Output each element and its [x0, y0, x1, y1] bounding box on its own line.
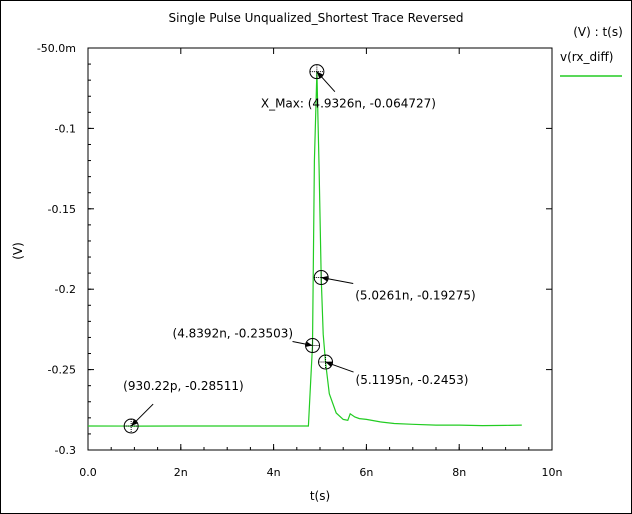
series-line-v-rx-diff — [87, 71, 522, 427]
y-tick-label: -0.2 — [55, 283, 76, 296]
x-tick-label: 0.0 — [79, 466, 97, 479]
marker-label: (930.22p, -0.28511) — [123, 379, 244, 393]
marker-5: (5.1195n, -0.2453) — [318, 354, 469, 387]
y-axis-label: (V) — [11, 242, 25, 260]
y-tick-label: -0.15 — [48, 203, 76, 216]
y-tick-label: -50.0m — [37, 42, 76, 55]
y-tick-label: -0.25 — [48, 364, 76, 377]
marker-arrowhead — [325, 361, 333, 367]
legend-header: (V) : t(s) — [573, 25, 623, 39]
marker-3: X_Max: (4.9326n, -0.064727) — [261, 64, 436, 111]
marker-label: (4.8392n, -0.23503) — [173, 327, 294, 341]
marker-arrowhead — [321, 276, 329, 282]
marker-arrowhead — [131, 419, 138, 427]
marker-label: (5.0261n, -0.19275) — [355, 289, 476, 303]
marker-label: (5.1195n, -0.2453) — [356, 373, 469, 387]
chart-title: Single Pulse Unqualized_Shortest Trace R… — [169, 11, 464, 25]
marker-1: (930.22p, -0.28511) — [123, 379, 244, 434]
axis-ticks: 0.0 2n 4n 6n 8n 10n -50.0m -0.1 -0.15 -0.2 -0.25 -0… — [37, 42, 563, 479]
y-tick-label: -0.3 — [55, 444, 76, 457]
marker-label: X_Max: (4.9326n, -0.064727) — [261, 97, 436, 111]
x-tick-label: 8n — [452, 466, 466, 479]
marker-4: (5.0261n, -0.19275) — [313, 270, 476, 303]
marker-arrowhead — [305, 341, 313, 347]
marker-arrowhead — [316, 71, 324, 79]
x-tick-label: 2n — [174, 466, 188, 479]
y-tick-label: -0.1 — [55, 122, 76, 135]
x-tick-label: 6n — [359, 466, 373, 479]
x-tick-label: 10n — [542, 466, 563, 479]
x-tick-label: 4n — [267, 466, 281, 479]
x-axis-label: t(s) — [310, 489, 330, 503]
legend-series-label: v(rx_diff) — [560, 50, 613, 64]
marker-annotations: (930.22p, -0.28511) (4.8392n, -0.23503) X_… — [123, 64, 476, 434]
marker-2: (4.8392n, -0.23503) — [173, 327, 321, 354]
